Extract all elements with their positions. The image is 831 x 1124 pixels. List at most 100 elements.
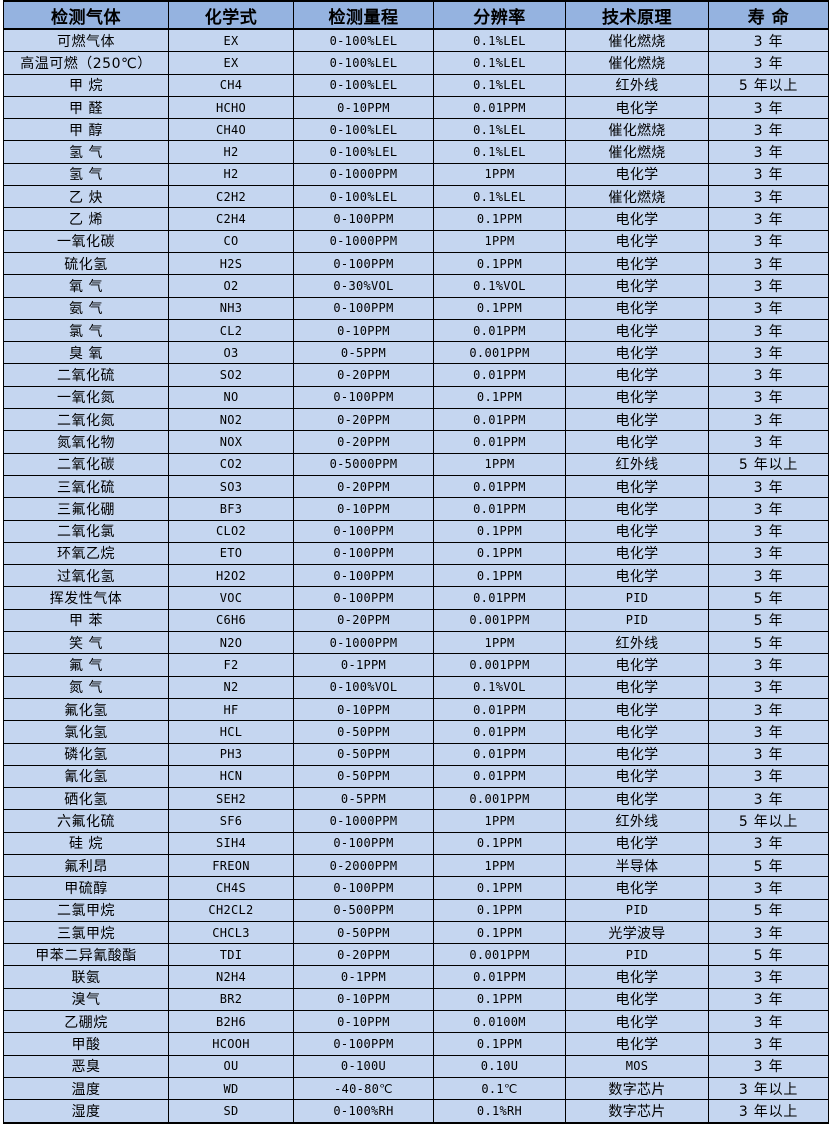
cell-gas: 笑 气: [3, 631, 169, 655]
cell-gas: 氯 气: [3, 318, 169, 343]
table-row: 臭 氧 O3 0-5PPM 0.001PPM 电化学 3 年: [3, 341, 829, 365]
cell-range: 0-1PPM: [293, 653, 434, 677]
cell-principle: 电化学: [565, 675, 709, 699]
table-header: 检测气体 化学式 检测量程 分辨率 技术原理寿 命: [3, 0, 829, 30]
cell-principle: 电化学: [565, 497, 709, 521]
cell-principle: 电化学: [565, 274, 709, 298]
cell-resolution: 0.1%LEL: [433, 51, 566, 75]
column-header-range: 检测量程: [293, 0, 434, 30]
cell-resolution: 0.1%VOL: [433, 274, 566, 298]
cell-gas: 环氧乙烷: [3, 541, 169, 566]
cell-formula: CH4O: [168, 118, 294, 142]
cell-life: 3 年: [708, 987, 829, 1012]
cell-resolution: 0.01PPM: [433, 965, 566, 989]
cell-gas: 六氟化硫: [3, 809, 169, 833]
cell-principle: 光学波导: [565, 920, 709, 945]
cell-life: 3 年: [708, 1010, 829, 1034]
table-row: 乙硼烷 B2H6 0-10PPM 0.0100M 电化学 3 年: [3, 1010, 829, 1034]
table-row: 氟利昂 FREON 0-2000PPM 1PPM 半导体 5 年: [3, 853, 829, 878]
table-row: 氧 气 O2 0-30%VOL 0.1%VOL 电化学 3 年: [3, 274, 829, 298]
table-row: 甲 烷 CH4 0-100%LEL 0.1%LEL 红外线 5 年以上: [3, 73, 829, 97]
cell-range: 0-50PPM: [293, 764, 434, 789]
cell-resolution: 0.01PPM: [433, 497, 566, 521]
cell-formula: SEH2: [168, 787, 294, 811]
cell-formula: FREON: [168, 853, 294, 878]
column-header-resolution: 分辨率: [433, 0, 566, 30]
cell-resolution: 0.1PPM: [433, 296, 566, 320]
cell-gas: 氮氧化物: [3, 430, 169, 454]
cell-resolution: 1PPM: [433, 631, 566, 655]
cell-gas: 臭 氧: [3, 341, 169, 365]
gas-specification-table: 检测气体 化学式 检测量程 分辨率 技术原理寿 命 可燃气体 EX 0-100%LEL 0.1…: [3, 0, 829, 1124]
cell-resolution: 0.1%LEL: [433, 140, 566, 164]
cell-life: 3 年: [708, 140, 829, 164]
cell-principle: 电化学: [565, 787, 709, 811]
table-row: 氢 气 H2 0-1000PPM 1PPM 电化学 3 年: [3, 162, 829, 187]
cell-life: 5 年: [708, 631, 829, 655]
cell-range: 0-20PPM: [293, 430, 434, 454]
cell-resolution: 1PPM: [433, 809, 566, 833]
cell-life: 3 年: [708, 474, 829, 499]
cell-gas: 氰化氢: [3, 764, 169, 789]
cell-resolution: 0.10U: [433, 1054, 566, 1078]
cell-resolution: 0.1%LEL: [433, 73, 566, 97]
cell-range: 0-1000PPM: [293, 809, 434, 833]
cell-resolution: 0.1PPM: [433, 920, 566, 945]
cell-range: 0-10PPM: [293, 497, 434, 521]
cell-formula: EX: [168, 51, 294, 75]
cell-formula: NO2: [168, 408, 294, 432]
cell-principle: MOS: [565, 1054, 709, 1078]
cell-formula: O2: [168, 274, 294, 298]
table-row: 湿度 SD 0-100%RH 0.1%RH 数字芯片 3 年以上: [3, 1099, 829, 1124]
cell-principle: 催化燃烧: [565, 140, 709, 164]
cell-resolution: 0.001PPM: [433, 608, 566, 633]
cell-life: 3 年: [708, 341, 829, 365]
cell-gas: 二氯甲烷: [3, 898, 169, 922]
table-row: 甲苯二异氰酸酯 TDI 0-20PPM 0.001PPM PID 5 年: [3, 943, 829, 967]
cell-principle: 电化学: [565, 764, 709, 789]
table-header-row: 检测气体 化学式 检测量程 分辨率 技术原理寿 命: [3, 0, 829, 30]
cell-gas: 二氧化硫: [3, 363, 169, 387]
cell-principle: 电化学: [565, 318, 709, 343]
cell-principle: 电化学: [565, 876, 709, 900]
cell-formula: EX: [168, 28, 294, 53]
column-header-gas: 检测气体: [3, 0, 169, 30]
cell-gas: 联氨: [3, 965, 169, 989]
table-row: 硅 烷 SIH4 0-100PPM 0.1PPM 电化学 3 年: [3, 831, 829, 855]
cell-life: 3 年以上: [708, 1076, 829, 1101]
cell-formula: C2H2: [168, 185, 294, 209]
table-row: 六氟化硫 SF6 0-1000PPM 1PPM 红外线 5 年以上: [3, 809, 829, 833]
cell-resolution: 1PPM: [433, 452, 566, 476]
cell-range: 0-10PPM: [293, 697, 434, 722]
cell-range: 0-100%LEL: [293, 73, 434, 97]
cell-range: 0-10PPM: [293, 95, 434, 120]
table-row: 过氧化氢 H2O2 0-100PPM 0.1PPM 电化学 3 年: [3, 564, 829, 588]
cell-range: 0-20PPM: [293, 408, 434, 432]
column-header-principle: 技术原理: [565, 0, 709, 30]
cell-gas: 乙 炔: [3, 185, 169, 209]
cell-gas: 三氯甲烷: [3, 920, 169, 945]
cell-gas: 甲苯二异氰酸酯: [3, 943, 169, 967]
cell-life: 5 年以上: [708, 73, 829, 97]
table-row: 氮 气 N2 0-100%VOL 0.1%VOL 电化学 3 年: [3, 675, 829, 699]
cell-formula: NH3: [168, 296, 294, 320]
cell-life: 3 年: [708, 653, 829, 677]
cell-life: 3 年: [708, 519, 829, 543]
cell-resolution: 0.1PPM: [433, 207, 566, 231]
table-row: 乙 烯 C2H4 0-100PPM 0.1PPM 电化学 3 年: [3, 207, 829, 231]
cell-resolution: 0.01PPM: [433, 363, 566, 387]
table-row: 联氨 N2H4 0-1PPM 0.01PPM 电化学 3 年: [3, 965, 829, 989]
cell-gas: 三氟化硼: [3, 497, 169, 521]
cell-gas: 甲 苯: [3, 608, 169, 633]
cell-range: 0-20PPM: [293, 943, 434, 967]
cell-principle: 电化学: [565, 296, 709, 320]
cell-principle: 电化学: [565, 742, 709, 766]
cell-principle: 电化学: [565, 653, 709, 677]
table-row: 氨 气 NH3 0-100PPM 0.1PPM 电化学 3 年: [3, 296, 829, 320]
cell-principle: 电化学: [565, 408, 709, 432]
cell-range: 0-100PPM: [293, 207, 434, 231]
cell-principle: 电化学: [565, 229, 709, 253]
cell-resolution: 0.01PPM: [433, 720, 566, 744]
cell-resolution: 0.1%VOL: [433, 675, 566, 699]
cell-range: 0-100%LEL: [293, 51, 434, 75]
